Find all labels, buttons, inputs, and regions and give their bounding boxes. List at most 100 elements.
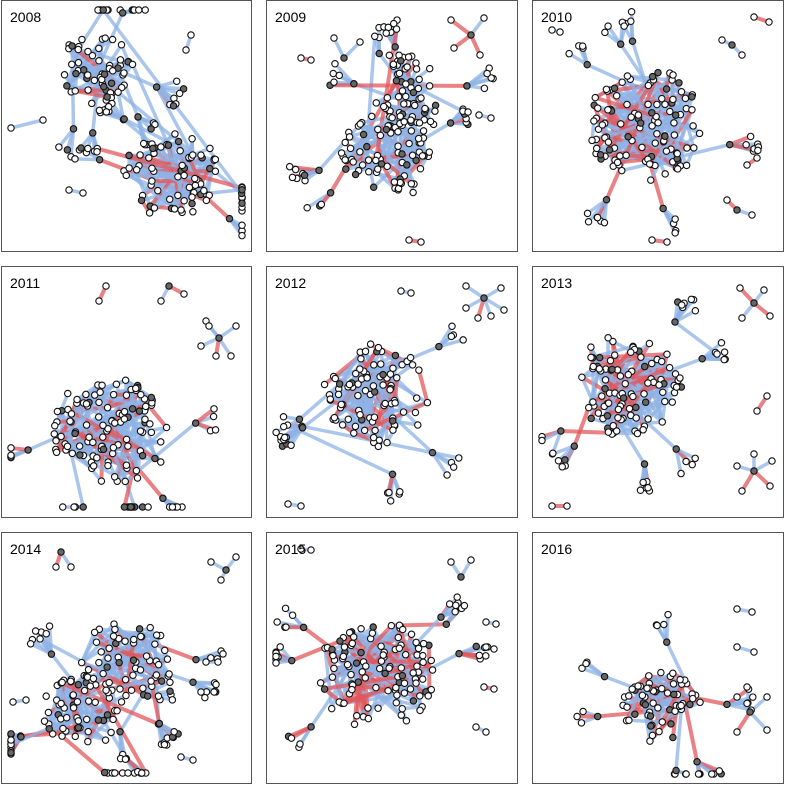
dark-node	[364, 143, 370, 149]
white-node	[125, 770, 131, 776]
white-node	[329, 705, 335, 711]
white-node	[404, 64, 410, 70]
white-node	[273, 653, 279, 659]
white-node	[488, 115, 494, 121]
dark-node	[18, 734, 24, 740]
dark-node	[352, 171, 358, 177]
white-node	[239, 232, 245, 238]
white-node	[767, 483, 773, 489]
white-node	[501, 307, 507, 313]
white-node	[635, 112, 641, 118]
white-node	[624, 73, 630, 79]
dark-node	[96, 157, 102, 163]
dark-node	[617, 41, 623, 47]
white-node	[739, 52, 745, 58]
white-node	[121, 408, 127, 414]
white-node	[621, 23, 627, 29]
white-node	[198, 152, 204, 158]
white-node	[179, 162, 185, 168]
white-node	[407, 686, 413, 692]
white-node	[655, 120, 661, 126]
panel-year-label: 2016	[541, 541, 572, 557]
white-node	[709, 771, 715, 777]
white-node	[201, 187, 207, 193]
white-node	[612, 352, 618, 358]
white-node	[751, 14, 757, 20]
white-node	[764, 393, 770, 399]
white-node	[23, 697, 29, 703]
white-node	[280, 414, 286, 420]
white-node	[52, 423, 58, 429]
white-node	[662, 398, 668, 404]
white-node	[351, 721, 357, 727]
white-node	[375, 443, 381, 449]
white-node	[394, 692, 400, 698]
white-node	[104, 404, 110, 410]
white-node	[767, 313, 773, 319]
dark-node	[370, 624, 376, 630]
dark-node	[121, 116, 127, 122]
dark-node	[673, 767, 679, 773]
white-node	[475, 315, 481, 321]
white-node	[100, 422, 106, 428]
white-node	[626, 405, 632, 411]
white-node	[378, 643, 384, 649]
white-node	[599, 393, 605, 399]
dark-node	[321, 686, 327, 692]
dark-node	[351, 81, 357, 87]
white-node	[169, 697, 175, 703]
white-node	[373, 157, 379, 163]
white-node	[493, 621, 499, 627]
white-node	[292, 166, 298, 172]
dark-node	[625, 134, 631, 140]
dark-node	[316, 167, 322, 173]
panel-year-label: 2013	[541, 275, 572, 291]
white-node	[415, 645, 421, 651]
white-node	[169, 504, 175, 510]
white-node	[671, 132, 677, 138]
white-node	[96, 107, 102, 113]
white-node	[83, 422, 89, 428]
dark-node	[100, 7, 106, 13]
white-node	[41, 718, 47, 724]
white-node	[476, 652, 482, 658]
dark-node	[153, 84, 159, 90]
dark-node	[464, 83, 470, 89]
white-node	[412, 102, 418, 108]
white-node	[327, 396, 333, 402]
dark-node	[165, 142, 171, 148]
white-node	[591, 118, 597, 124]
white-node	[626, 693, 632, 699]
white-node	[8, 737, 14, 743]
white-node	[108, 729, 114, 735]
dark-node	[468, 32, 474, 38]
white-node	[605, 429, 611, 435]
white-node	[659, 685, 665, 691]
white-node	[635, 683, 641, 689]
white-node	[134, 475, 140, 481]
white-node	[628, 349, 634, 355]
white-node	[453, 602, 459, 608]
white-node	[357, 411, 363, 417]
white-node	[670, 670, 676, 676]
white-node	[8, 452, 14, 458]
white-node	[613, 428, 619, 434]
white-node	[112, 626, 118, 632]
dark-node	[481, 295, 487, 301]
white-node	[43, 693, 49, 699]
white-node	[401, 101, 407, 107]
white-node	[734, 644, 740, 650]
dark-node	[664, 639, 670, 645]
white-node	[190, 209, 196, 215]
white-node	[619, 79, 625, 85]
dark-node	[116, 659, 122, 665]
dark-node	[648, 723, 654, 729]
white-node	[174, 78, 180, 84]
white-node	[399, 88, 405, 94]
white-node	[63, 715, 69, 721]
white-node	[393, 684, 399, 690]
dark-node	[104, 94, 110, 100]
dark-node	[410, 89, 416, 95]
white-node	[304, 205, 310, 211]
white-node	[444, 472, 450, 478]
